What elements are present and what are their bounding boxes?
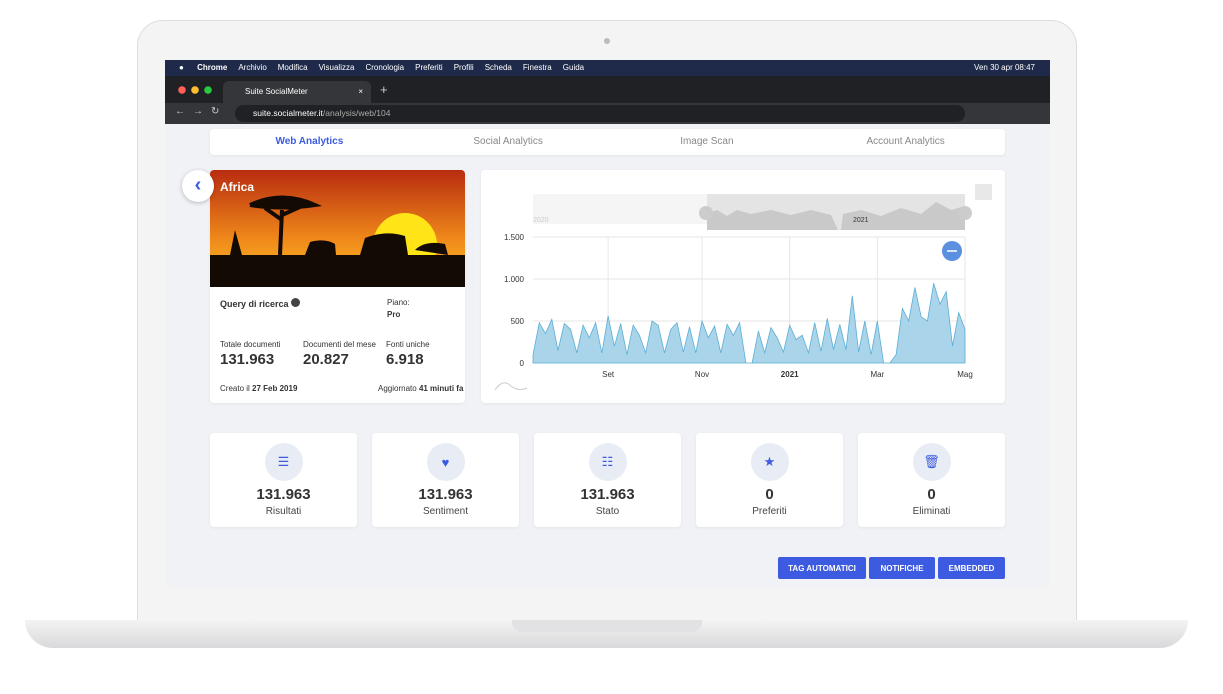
query-text: Query di ricerca — [220, 299, 289, 309]
camera — [604, 38, 610, 44]
project-image — [210, 170, 465, 287]
nav-tabs: Web Analytics Social Analytics Image Scan A… — [210, 129, 1005, 155]
x-tick-label: Mar — [870, 370, 884, 379]
menu-item[interactable]: Guida — [562, 63, 585, 72]
menu-items: Archivio Modifica Visualizza Cronologia Pref… — [238, 63, 595, 72]
url[interactable]: suite.socialmeter.it/analysis/web/104 — [235, 105, 965, 122]
area — [532, 283, 966, 364]
navigator-label: 2021 — [853, 217, 869, 224]
summary-value: 0 — [765, 486, 774, 503]
updated: Aggiornato 41 minuti fa — [378, 384, 463, 393]
navigator-handle[interactable] — [699, 206, 713, 220]
action-button[interactable]: NOTIFICHE — [869, 557, 935, 579]
summary-label: Preferiti — [752, 506, 787, 517]
x-tick-label: Set — [602, 370, 615, 379]
nav-tab[interactable]: Image Scan — [680, 136, 734, 147]
laptop-notch — [512, 620, 702, 632]
info-icon[interactable] — [291, 298, 301, 307]
menu-item[interactable]: Scheda — [484, 63, 512, 72]
stat-label: Fonti uniche — [386, 340, 430, 349]
menu-item[interactable]: Finestra — [522, 63, 552, 72]
menu-item[interactable]: Profili — [453, 63, 474, 72]
chart: 2020 2021 0 500 1.000 1.500 Set Nov 2021 Mar Mag — [494, 184, 992, 391]
created-label: Creato il — [220, 384, 250, 393]
summary-label: Stato — [595, 506, 620, 517]
query-label: Query di ricerca — [220, 298, 301, 309]
nav-buttons[interactable]: ←→↻ — [175, 106, 228, 117]
summary-card: 🗑 0 Eliminati — [858, 433, 1005, 527]
y-tick-label: 1.500 — [504, 233, 525, 242]
project-name: Africa — [220, 180, 255, 194]
stat-label: Documenti del mese — [303, 340, 376, 349]
summary-value: 131.963 — [256, 486, 311, 503]
nav-tab[interactable]: Web Analytics — [275, 136, 344, 147]
navigator-handle[interactable] — [958, 206, 972, 220]
address-bar: ←→↻ suite.socialmeter.it/analysis/web/10… — [165, 103, 1050, 124]
chart-card: 2020 2021 0 500 1.000 1.500 Set Nov 2021 Mar Mag — [481, 170, 1005, 403]
tab-close[interactable]: × — [358, 87, 363, 96]
stat-value: 20.827 — [303, 351, 349, 368]
stat-value: 6.918 — [386, 351, 424, 368]
y-tick-label: 500 — [511, 317, 525, 326]
menu-button[interactable] — [975, 184, 992, 200]
stat-value: 131.963 — [220, 351, 275, 368]
url-path: /analysis/web/104 — [322, 108, 391, 118]
menu-item[interactable]: Cronologia — [365, 63, 405, 72]
y-tick-label: 1.000 — [504, 275, 525, 284]
created-date: 27 Feb 2019 — [252, 384, 298, 393]
plan-label: Piano: — [387, 298, 410, 307]
stat-label: Totale documenti — [220, 340, 281, 349]
nav-tab[interactable]: Social Analytics — [473, 136, 543, 147]
menu-item[interactable]: Archivio — [238, 63, 267, 72]
apple-icon: ● — [179, 63, 184, 72]
action-button[interactable]: EMBEDDED — [938, 557, 1005, 579]
summary-card: ★ 0 Preferiti — [696, 433, 843, 527]
summary-label: Risultati — [265, 506, 302, 517]
url-host: suite.socialmeter.it — [253, 108, 323, 118]
summary-icon: ☰ — [264, 443, 303, 481]
summary-icon: ♥ — [426, 443, 465, 481]
summary-icon: 🗑 — [912, 443, 951, 481]
summary-value: 131.963 — [418, 486, 473, 503]
summary-icon: ☷ — [588, 443, 627, 481]
navigator-series — [707, 202, 965, 230]
navigator-label: 2020 — [533, 217, 549, 224]
project-card: Africa Query di ricerca Piano: Pro Creat… — [210, 170, 465, 403]
nav-tab-list: Web Analytics Social Analytics Image Scan A… — [210, 129, 1005, 155]
updated-time: 41 minuti fa — [418, 384, 464, 393]
menu-clock: Ven 30 apr 08:47 — [974, 63, 1035, 72]
summary-value: 131.963 — [580, 486, 635, 503]
logo-icon — [494, 382, 528, 391]
x-tick-label: Nov — [695, 370, 709, 379]
menu-item[interactable]: Preferiti — [415, 63, 443, 72]
new-tab[interactable]: + — [380, 82, 388, 97]
summary-label: Sentiment — [422, 506, 469, 517]
x-tick-label: Mag — [957, 370, 973, 379]
plan: Pro — [387, 310, 401, 319]
menu-item[interactable]: Visualizza — [318, 63, 355, 72]
created: Creato il 27 Feb 2019 — [220, 384, 297, 393]
window-dots — [178, 86, 218, 94]
summary-card: ♥ 131.963 Sentiment — [372, 433, 519, 527]
summary-icon: ★ — [750, 443, 789, 481]
nav-tab[interactable]: Account Analytics — [866, 136, 945, 147]
action-button[interactable]: TAG AUTOMATICI — [778, 557, 866, 579]
tab-bar: Suite SocialMeter × + — [165, 76, 1050, 103]
menu-item[interactable]: Modifica — [277, 63, 308, 72]
summary-card: ☰ 131.963 Risultati — [210, 433, 357, 527]
menu-app[interactable]: Chrome — [197, 63, 228, 72]
y-tick-label: 0 — [520, 359, 525, 368]
tab-title: Suite SocialMeter — [245, 87, 308, 96]
summary-card: ☷ 131.963 Stato — [534, 433, 681, 527]
summary-label: Eliminati — [912, 506, 951, 517]
menubar: ● Chrome Archivio Modifica Visualizza Cronol… — [165, 60, 1050, 76]
tab[interactable]: Suite SocialMeter × — [223, 81, 371, 103]
back-button[interactable]: ‹ — [182, 170, 214, 202]
summary-value: 0 — [927, 486, 936, 503]
x-tick-label: 2021 — [781, 370, 799, 379]
updated-label: Aggiornato — [378, 384, 417, 393]
